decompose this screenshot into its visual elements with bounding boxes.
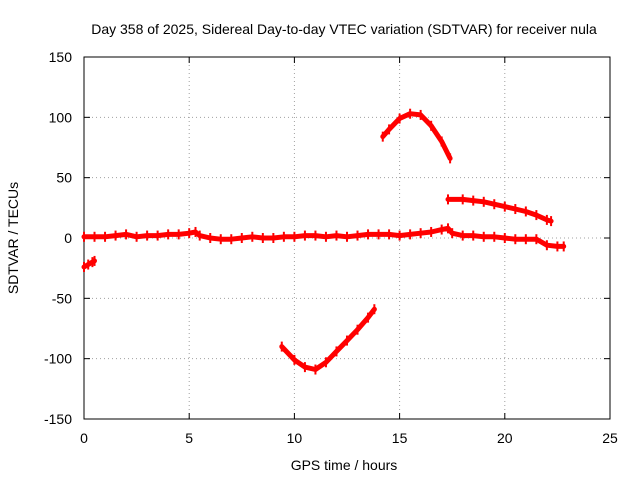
y-tick-label: 150 [49,49,73,65]
y-tick-label: 50 [56,170,72,186]
series-main [81,223,567,252]
series-line [380,111,453,161]
y-tick-labels: -150 -100 -50 0 50 100 150 [44,49,72,427]
series-tail [445,194,554,227]
x-tick-labels: 0 5 10 15 20 25 [80,430,618,446]
y-tick-label: -50 [52,290,72,306]
y-tick-label: 0 [64,230,72,246]
series-line [81,225,567,249]
y-tick-label: 100 [49,109,73,125]
x-tick-label: 25 [602,430,618,446]
x-tick-label: 15 [392,430,408,446]
data-series [81,108,567,375]
series-start [81,255,97,272]
y-tick-label: -100 [44,351,72,367]
x-tick-label: 10 [287,430,303,446]
series-line [279,306,377,372]
series-line [81,258,97,270]
y-tick-label: -150 [44,411,72,427]
x-axis-label: GPS time / hours [291,457,398,473]
y-axis-label: SDTVAR / TECUs [5,182,21,294]
series-high [380,108,453,164]
x-tick-label: 0 [80,430,88,446]
chart-title: Day 358 of 2025, Sidereal Day-to-day VTE… [91,21,597,37]
x-tick-label: 20 [497,430,513,446]
series-low [279,304,377,375]
x-tick-label: 5 [185,430,193,446]
